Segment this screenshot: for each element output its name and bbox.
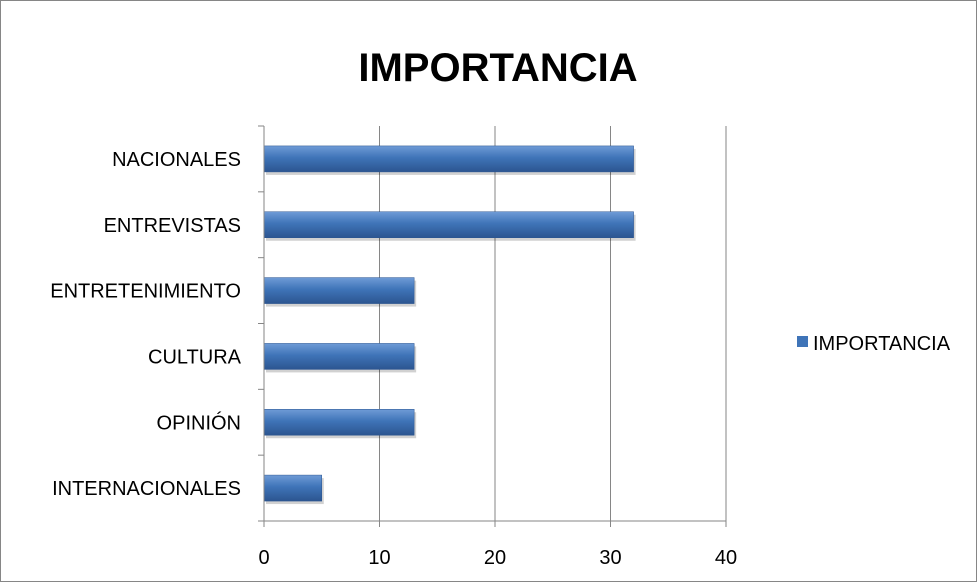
x-tick-label: 20 [484, 547, 506, 569]
bar [263, 409, 415, 436]
legend: IMPORTANCIA [797, 333, 951, 355]
bar [263, 145, 634, 173]
legend-swatch [797, 336, 808, 347]
category-label: CULTURA [148, 346, 242, 368]
category-label: NACIONALES [112, 149, 241, 171]
x-tick-labels: 0 10 20 30 40 [258, 547, 737, 569]
x-tick-label: 0 [258, 547, 269, 569]
legend-label: IMPORTANCIA [813, 333, 951, 355]
x-tick-label: 30 [599, 547, 621, 569]
bar [263, 211, 634, 238]
bar [263, 474, 322, 502]
bars [263, 145, 636, 505]
category-label: ENTRETENIMIENTO [50, 281, 241, 303]
category-labels: NACIONALES ENTREVISTAS ENTRETENIMIENTO CULT… [50, 149, 241, 500]
gridlines [379, 126, 727, 521]
category-label: INTERNACIONALES [52, 478, 241, 500]
bar [263, 277, 415, 304]
bar [263, 343, 415, 370]
axes [258, 125, 727, 527]
x-tick-label: 10 [368, 547, 390, 569]
category-label: ENTREVISTAS [104, 215, 241, 237]
category-label: OPINIÓN [157, 411, 241, 434]
chart-title: IMPORTANCIA [358, 46, 637, 90]
x-tick-label: 40 [715, 547, 737, 569]
